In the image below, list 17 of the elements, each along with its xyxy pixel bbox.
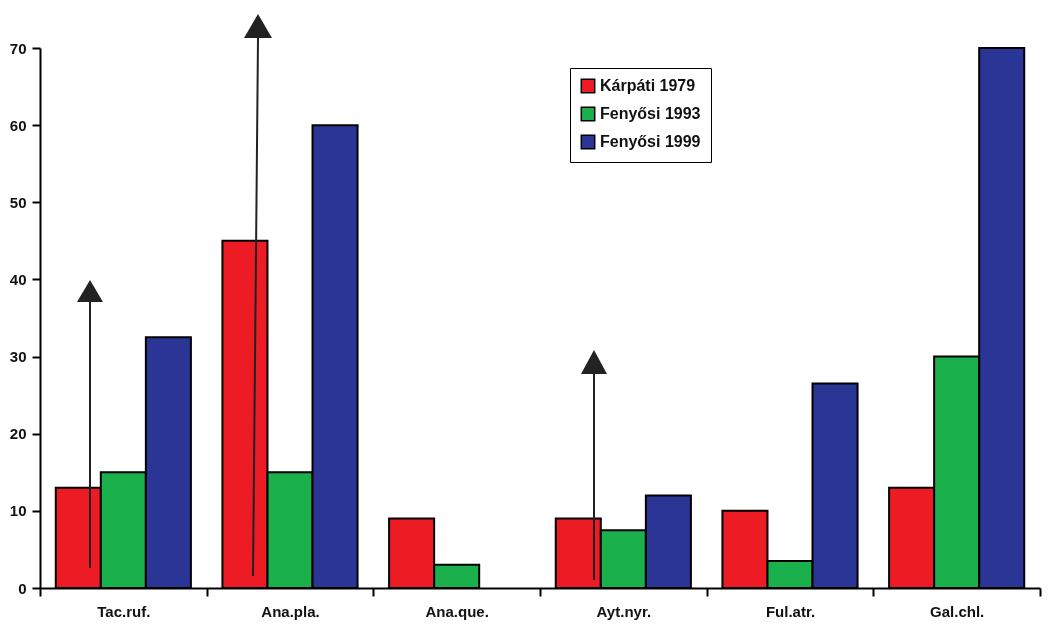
y-tick-label: 60 xyxy=(9,116,27,134)
y-tick-label: 30 xyxy=(9,348,27,366)
legend-label: Fenyősi 1993 xyxy=(600,105,701,122)
y-tick-label: 20 xyxy=(9,425,27,443)
x-tick-label: Ayt.nyr. xyxy=(596,602,652,620)
x-tick-label: Tac.ruf. xyxy=(97,602,151,620)
legend-label: Fenyősi 1999 xyxy=(600,133,701,150)
x-tick-label: Ful.atr. xyxy=(765,602,816,620)
x-tick-label: Ana.pla. xyxy=(261,602,320,620)
legend-label: Kárpáti 1979 xyxy=(600,77,696,94)
y-tick-label: 10 xyxy=(9,502,27,520)
y-tick-label: 50 xyxy=(9,193,27,211)
x-tick-label: Ana.que. xyxy=(425,602,489,620)
y-tick-label: 70 xyxy=(9,39,27,57)
x-tick-label: Gal.chl. xyxy=(930,602,985,620)
y-tick-label: 40 xyxy=(9,270,27,288)
y-tick-label: 0 xyxy=(18,579,27,597)
